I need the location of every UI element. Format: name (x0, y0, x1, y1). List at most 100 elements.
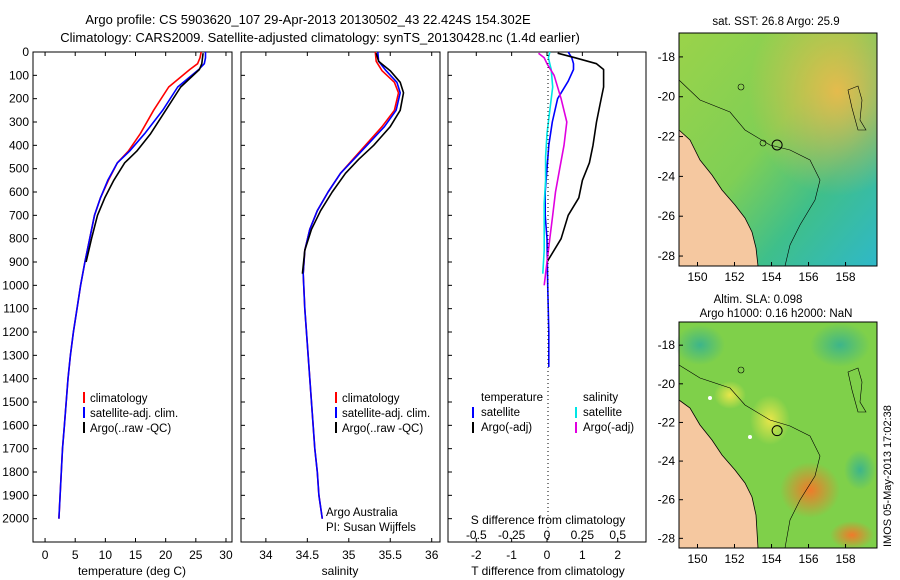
difference-panel-frame (447, 51, 647, 543)
sst-lon-axis: 150 152 154 156 158 (687, 262, 856, 284)
x-tick-label: 2 (614, 548, 621, 562)
x-tick-label: 5 (72, 548, 79, 562)
lat-tick-label: -26 (658, 209, 676, 223)
salinity-x-label: salinity (322, 564, 359, 578)
series-line-temperature-satellite (544, 51, 575, 367)
s-difference-x-axis: -0.5 -0.25 0 0.25 0.5 (466, 528, 626, 542)
temperature-panel-frame (32, 51, 233, 543)
sla-title-line-1: Altim. SLA: 0.098 (714, 294, 803, 306)
lon-tick-label: 154 (762, 552, 782, 566)
legend-label-satellite: satellite-adj. clim. (90, 408, 178, 420)
legend-label-s-argo: Argo(-adj) (583, 422, 634, 434)
sla-island (737, 366, 745, 374)
sla-title-line-2: Argo h1000: 0.16 h2000: NaN (700, 308, 853, 320)
header-line-2: Climatology: CARS2009. Satellite-adjuste… (60, 30, 580, 45)
legend-salinity-heading: salinity (583, 392, 618, 404)
lon-tick-label: 150 (687, 270, 707, 284)
legend-label-satellite: satellite-adj. clim. (342, 408, 430, 420)
x2-tick-label: 0.5 (609, 528, 626, 542)
series-line-temperature-argo-adj- (546, 52, 605, 263)
depth-tick-label: 1400 (2, 372, 29, 386)
x-tick-label: 34.5 (296, 548, 320, 562)
lat-tick-label: -20 (658, 377, 676, 391)
sla-high (830, 521, 874, 549)
difference-series (537, 51, 605, 367)
x-tick-label: 1 (579, 548, 586, 562)
x-tick-label: 0 (42, 548, 49, 562)
s-difference-x-label: S difference from climatology (471, 513, 626, 527)
sla-shelf-contour (678, 364, 821, 549)
sla-low (844, 450, 876, 490)
depth-tick-label: 0 (22, 45, 29, 59)
lon-tick-label: 158 (836, 270, 856, 284)
lon-tick-label: 152 (724, 552, 744, 566)
salinity-panel-frame (240, 51, 441, 543)
lat-tick-label: -20 (658, 90, 676, 104)
x-tick-label: 35 (342, 548, 356, 562)
depth-tick-label: 700 (9, 208, 29, 222)
depth-tick-label: 300 (9, 115, 29, 129)
legend-label-t-satellite: satellite (481, 407, 520, 419)
sst-map (678, 32, 878, 267)
t-difference-x-label: T difference from climatology (471, 564, 625, 578)
credit-line-2: PI: Susan Wijffels (326, 522, 416, 534)
lon-tick-label: 154 (762, 270, 782, 284)
legend-label-climatology: climatology (342, 393, 400, 405)
x-tick-label: 10 (99, 548, 113, 562)
lon-tick-label: 156 (799, 552, 819, 566)
depth-tick-label: 1100 (3, 302, 29, 316)
depth-tick-label: 900 (9, 255, 29, 269)
depth-tick-label: 1900 (2, 488, 29, 502)
sla-reef-contour (847, 367, 867, 413)
sst-map-title: sat. SST: 26.8 Argo: 25.9 (712, 16, 839, 28)
sla-map (675, 321, 878, 549)
x-tick-label: -1 (506, 548, 517, 562)
lon-tick-label: 152 (724, 270, 744, 284)
x-tick-label: 30 (219, 548, 233, 562)
sla-low (675, 325, 725, 365)
sst-island (737, 83, 745, 91)
depth-tick-label: 2000 (2, 512, 29, 526)
sla-coastline (678, 399, 759, 549)
x2-tick-label: -0.25 (498, 528, 526, 542)
x-tick-label: 34 (259, 548, 273, 562)
sst-island (759, 139, 767, 147)
sla-high (780, 462, 840, 518)
lat-tick-label: -18 (658, 338, 676, 352)
series-line-salinity-argo-adj- (537, 52, 568, 286)
x-tick-label: 36 (425, 548, 439, 562)
lon-tick-label: 158 (836, 552, 856, 566)
sst-shelf-contour (678, 79, 821, 267)
salinity-series (301, 51, 405, 519)
sst-reef-contour (847, 85, 867, 131)
sst-map-frame (678, 32, 878, 267)
sla-lat-axis: -18 -20 -22 -24 -26 -28 (658, 338, 683, 545)
temperature-x-label: temperature (deg C) (78, 564, 186, 578)
depth-tick-label: 1600 (2, 418, 29, 432)
header-line-1: Argo profile: CS 5903620_107 29-Apr-2013… (85, 12, 531, 27)
sst-lat-axis: -18 -20 -22 -24 -26 -28 (658, 50, 683, 263)
depth-tick-label: 600 (9, 185, 29, 199)
x2-tick-label: 0.25 (571, 528, 595, 542)
depth-axis: 0 100 200 300 400 500 600 700 800 900 1000 1100 1200… (2, 45, 452, 526)
sla-low (810, 323, 870, 367)
salinity-x-axis: 34 34.5 35 35.5 36 (259, 52, 439, 562)
lat-tick-label: -24 (658, 169, 676, 183)
temperature-series (58, 51, 207, 519)
x2-tick-label: 0 (544, 528, 551, 542)
sla-mid (714, 381, 746, 409)
difference-legend: temperature salinity satellite Argo(-adj… (472, 392, 634, 434)
timestamp: IMOS 05-May-2013 17:02:38 (882, 405, 894, 547)
depth-tick-label: 500 (9, 162, 29, 176)
series-line-salinity-satellite (542, 51, 554, 274)
depth-tick-label: 1800 (2, 465, 29, 479)
sst-profile-marker (771, 139, 783, 151)
series-line-argo-raw-qc- (85, 53, 204, 263)
depth-tick-label: 800 (9, 232, 29, 246)
x-tick-label: 35.5 (379, 548, 403, 562)
x-tick-label: 15 (129, 548, 143, 562)
series-line-climatology (302, 51, 400, 519)
legend-temperature-heading: temperature (481, 392, 543, 404)
legend-label-argo: Argo(..raw -QC) (342, 423, 423, 435)
sla-profile-marker (771, 425, 783, 437)
